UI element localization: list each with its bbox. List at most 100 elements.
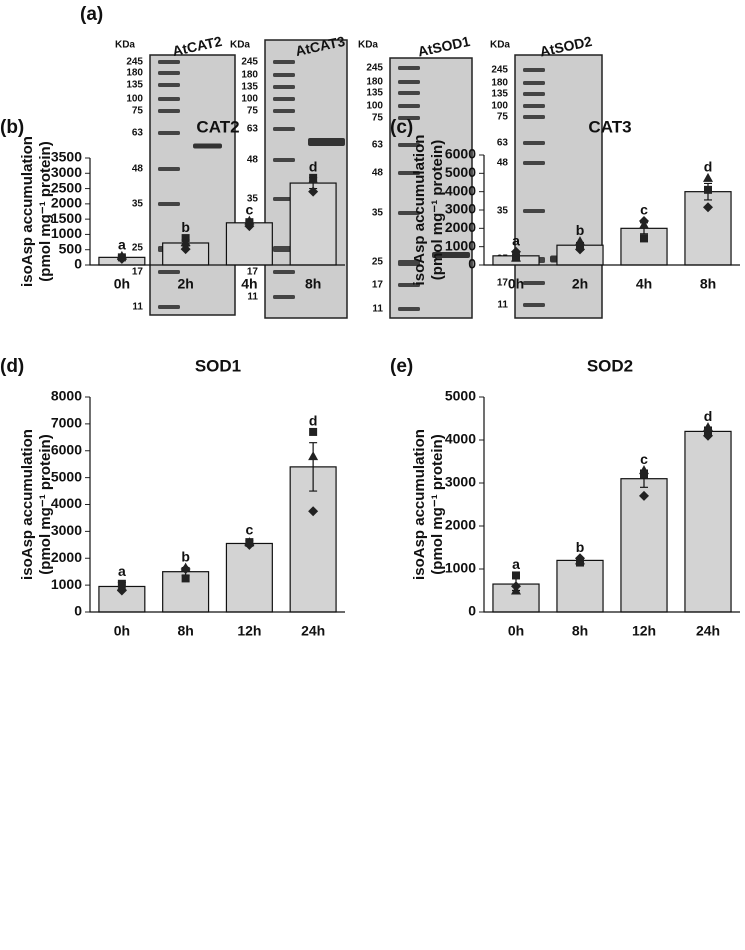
y-tick-label: 500 [59,240,83,256]
ladder-band [523,281,545,285]
y-tick-label: 2000 [51,195,82,211]
marker-label: 245 [126,57,143,68]
panel-label: (d) [0,356,24,377]
significance-letter: d [309,158,318,174]
unit-label: KDa [230,40,250,51]
x-tick-label: 8h [572,623,588,639]
ladder-band [158,83,180,87]
axes [483,397,740,613]
replicate-point [244,539,255,550]
protein-band [308,138,345,146]
marker-label: 180 [366,77,383,88]
chart-title: CAT3 [588,117,631,136]
ladder-band [273,158,295,162]
x-tick-label: 8h [700,276,716,292]
y-tick-label: 5000 [51,468,82,484]
marker-label: 245 [366,63,383,74]
replicate-point [244,221,255,232]
y-tick-label: 2500 [51,179,82,195]
ladder-band [273,85,295,89]
replicate-point [703,430,713,441]
ladder-band [158,71,180,75]
ladder-band [523,141,545,145]
marker-label: 135 [241,82,258,93]
chart-title: SOD1 [195,356,241,375]
replicate-point [180,244,191,255]
x-tick-label: 12h [237,623,261,639]
significance-letter: c [640,202,648,218]
y-tick-label: 6000 [445,146,476,162]
marker-label: 35 [132,199,144,210]
significance-letter: b [576,539,585,555]
significance-letter: c [640,451,648,467]
y-axis-label: (pmol mg⁻¹ protein) [429,140,446,280]
ladder-band [523,81,545,85]
y-tick-label: 6000 [51,441,82,457]
gel-image [389,57,473,319]
y-axis-label: (pmol mg⁻¹ protein) [37,141,54,281]
y-tick-label: 0 [468,603,476,619]
x-tick-label: 8h [305,276,321,292]
replicate-point [308,451,319,461]
ladder-band [398,91,420,95]
significance-letter: a [512,233,520,249]
ladder-band [523,209,545,213]
marker-label: 48 [247,155,259,166]
significance-letter: b [576,222,585,238]
marker-label: 75 [497,112,509,123]
replicate-point [575,244,585,255]
replicate-point [116,585,127,596]
ladder-band [398,116,420,120]
significance-letter: d [704,408,713,424]
error-bar [309,442,318,492]
marker-label: 11 [247,292,258,303]
y-tick-label: 3000 [51,522,82,538]
x-tick-label: 4h [636,276,652,292]
marker-label: 25 [132,243,144,254]
panel-label: (b) [0,117,24,138]
marker-label: 75 [247,106,259,117]
marker-label: 11 [372,304,383,315]
y-tick-label: 0 [468,256,476,272]
replicate-point [117,579,126,588]
ladder-band [273,295,295,299]
y-tick-label: 7000 [51,415,82,431]
marker-label: 180 [491,78,508,89]
marker-label: 135 [491,89,508,100]
y-axis-label: (pmol mg⁻¹ protein) [429,434,446,574]
replicate-point [639,216,649,226]
marker-label: 63 [247,124,259,135]
replicate-point [639,490,649,501]
significance-letter: a [512,556,520,572]
marker-label: 35 [372,208,384,219]
replicate-point [309,427,318,436]
y-axis-label: isoAsp accumulation [411,429,428,580]
replicate-point [703,172,713,182]
ladder-band [398,260,420,266]
marker-label: 11 [132,302,143,313]
ladder-band [158,109,180,113]
y-tick-label: 2000 [445,517,476,533]
ladder-band [398,80,420,84]
replicate-point [308,186,319,197]
marker-label: 100 [126,94,143,105]
axes [89,158,345,266]
ladder-band [158,202,180,206]
x-tick-label: 24h [301,623,325,639]
ladder-band [273,246,295,252]
chart-title: CAT2 [196,117,239,136]
unit-label: KDa [490,40,510,51]
gel-image [514,54,603,319]
ladder-band [273,60,295,64]
y-axis-label: (pmol mg⁻¹ protein) [37,434,54,574]
ladder-band [273,270,295,274]
y-tick-label: 8000 [51,388,82,404]
marker-label: 245 [241,57,258,68]
replicate-point [703,202,713,213]
y-tick-label: 3000 [51,164,82,180]
bar [620,478,668,613]
ladder-band [398,211,420,215]
ladder-band [158,60,180,64]
ladder-band [398,171,420,175]
protein-band [193,143,222,149]
